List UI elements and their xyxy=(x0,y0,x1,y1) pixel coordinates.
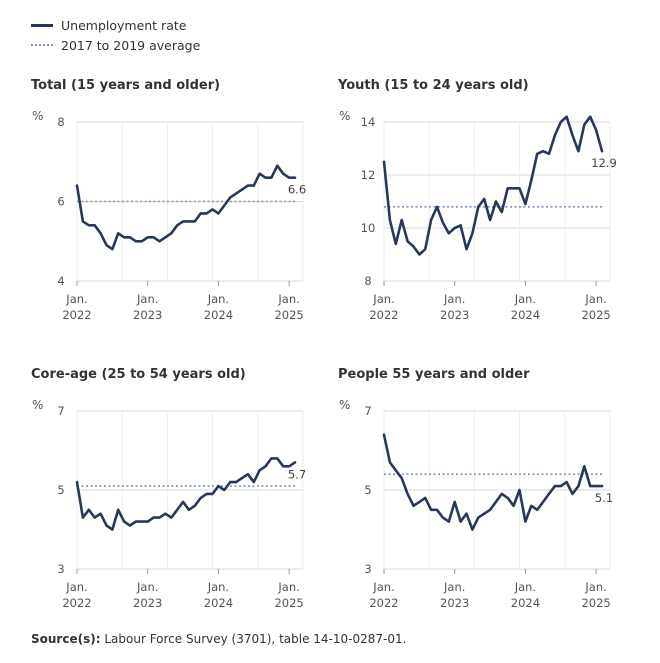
x-tick-label-year: 2023 xyxy=(440,308,469,322)
x-tick-label-month: Jan. xyxy=(584,292,606,306)
end-value-label: 5.1 xyxy=(595,491,613,505)
x-tick-label-year: 2022 xyxy=(62,596,91,610)
x-tick-label-month: Jan. xyxy=(65,292,87,306)
y-tick-label: 8 xyxy=(57,115,64,129)
x-tick-label-month: Jan. xyxy=(584,580,606,594)
x-tick-label-year: 2022 xyxy=(369,596,398,610)
y-tick-label: 10 xyxy=(361,221,376,235)
dotted-line-swatch-icon xyxy=(31,44,53,46)
series-line-55-plus xyxy=(382,433,604,531)
chart-youth: % 8 10 12 14 Jan. 2022 Jan. 2023 Jan. 2024 Jan. 2025… xyxy=(339,109,617,322)
y-axis-unit-label: % xyxy=(32,109,43,123)
y-tick-label: 8 xyxy=(364,274,371,288)
source-text: Labour Force Survey (3701), table 14-10-… xyxy=(104,632,407,646)
panel-title-total: Total (15 years and older) xyxy=(31,78,221,93)
series-line-total xyxy=(75,164,297,251)
x-tick-label-year: 2024 xyxy=(511,308,540,322)
y-axis-unit-label: % xyxy=(32,398,43,412)
x-tick-label-year: 2024 xyxy=(511,596,540,610)
end-value-label: 12.9 xyxy=(591,156,617,170)
y-tick-label: 6 xyxy=(57,195,64,209)
y-tick-label: 14 xyxy=(361,115,376,129)
y-tick-label: 3 xyxy=(364,562,371,576)
legend-item-unemployment-rate[interactable]: Unemployment rate xyxy=(31,15,200,35)
y-tick-label: 3 xyxy=(57,562,64,576)
x-tick-label-month: Jan. xyxy=(65,580,87,594)
x-tick-label-year: 2023 xyxy=(133,596,162,610)
chart-55-plus: % 3 5 7 Jan. 2022 Jan. 2023 Jan. 2024 Jan. 2025 5.1 xyxy=(339,398,613,610)
x-tick-label-month: Jan. xyxy=(514,292,536,306)
panel-title-youth: Youth (15 to 24 years old) xyxy=(338,78,529,93)
y-tick-label: 5 xyxy=(364,483,371,497)
series-line-core-age xyxy=(75,457,297,531)
y-tick-label: 4 xyxy=(57,274,64,288)
x-tick-label-month: Jan. xyxy=(207,580,229,594)
x-tick-label-month: Jan. xyxy=(514,580,536,594)
legend-label-series: Unemployment rate xyxy=(61,17,187,33)
panel-title-55-plus: People 55 years and older xyxy=(338,367,530,382)
y-axis-unit-label: % xyxy=(339,109,350,123)
chart-core-age: % 3 5 7 Jan. 2022 Jan. 2023 Jan. 2024 Jan. 2025 5.7 xyxy=(32,398,306,610)
y-tick-label: 5 xyxy=(57,483,64,497)
legend-label-average: 2017 to 2019 average xyxy=(61,37,201,53)
x-tick-label-month: Jan. xyxy=(443,580,465,594)
x-tick-label-year: 2024 xyxy=(204,596,233,610)
x-tick-label-month: Jan. xyxy=(277,580,299,594)
series-line-youth xyxy=(382,115,604,256)
x-tick-label-year: 2022 xyxy=(62,308,91,322)
y-axis-unit-label: % xyxy=(339,398,350,412)
y-tick-label: 7 xyxy=(364,404,371,418)
x-tick-label-year: 2025 xyxy=(274,308,303,322)
x-tick-label-year: 2023 xyxy=(133,308,162,322)
x-tick-label-month: Jan. xyxy=(372,580,394,594)
legend: Unemployment rate 2017 to 2019 average xyxy=(31,15,200,55)
x-tick-label-year: 2025 xyxy=(581,596,610,610)
legend-item-average[interactable]: 2017 to 2019 average xyxy=(31,35,200,55)
end-value-label: 6.6 xyxy=(288,183,306,197)
x-tick-label-month: Jan. xyxy=(136,580,158,594)
x-tick-label-year: 2024 xyxy=(204,308,233,322)
source-note: Source(s): Labour Force Survey (3701), t… xyxy=(31,632,406,646)
x-tick-label-year: 2025 xyxy=(581,308,610,322)
x-tick-label-month: Jan. xyxy=(372,292,394,306)
chart-total: % 4 6 8 Jan. 2022 Jan. 2023 Jan. 2024 Jan. 2025 6.6 xyxy=(32,109,306,322)
source-label: Source(s): xyxy=(31,632,101,646)
x-tick-label-year: 2025 xyxy=(274,596,303,610)
y-tick-label: 12 xyxy=(361,168,376,182)
y-tick-label: 7 xyxy=(57,404,64,418)
solid-line-swatch-icon xyxy=(31,23,53,27)
end-value-label: 5.7 xyxy=(288,467,306,481)
x-tick-label-year: 2022 xyxy=(369,308,398,322)
x-tick-label-month: Jan. xyxy=(207,292,229,306)
x-tick-label-month: Jan. xyxy=(136,292,158,306)
x-tick-label-month: Jan. xyxy=(443,292,465,306)
x-tick-label-year: 2023 xyxy=(440,596,469,610)
panel-title-core-age: Core-age (25 to 54 years old) xyxy=(31,367,246,382)
x-tick-label-month: Jan. xyxy=(277,292,299,306)
